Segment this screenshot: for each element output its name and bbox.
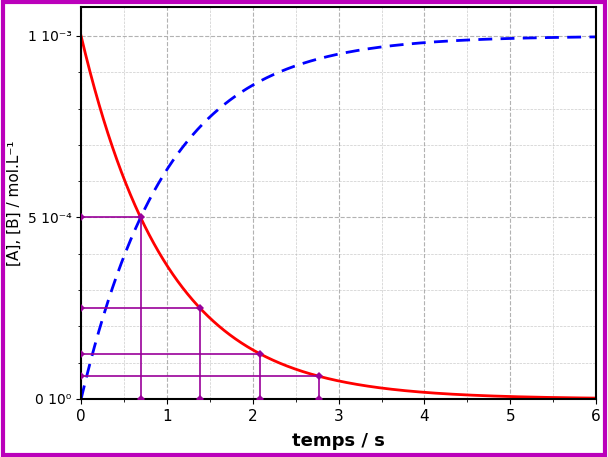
Y-axis label: [A], [B] / mol.L⁻¹: [A], [B] / mol.L⁻¹ xyxy=(7,140,22,266)
X-axis label: temps / s: temps / s xyxy=(292,432,385,450)
